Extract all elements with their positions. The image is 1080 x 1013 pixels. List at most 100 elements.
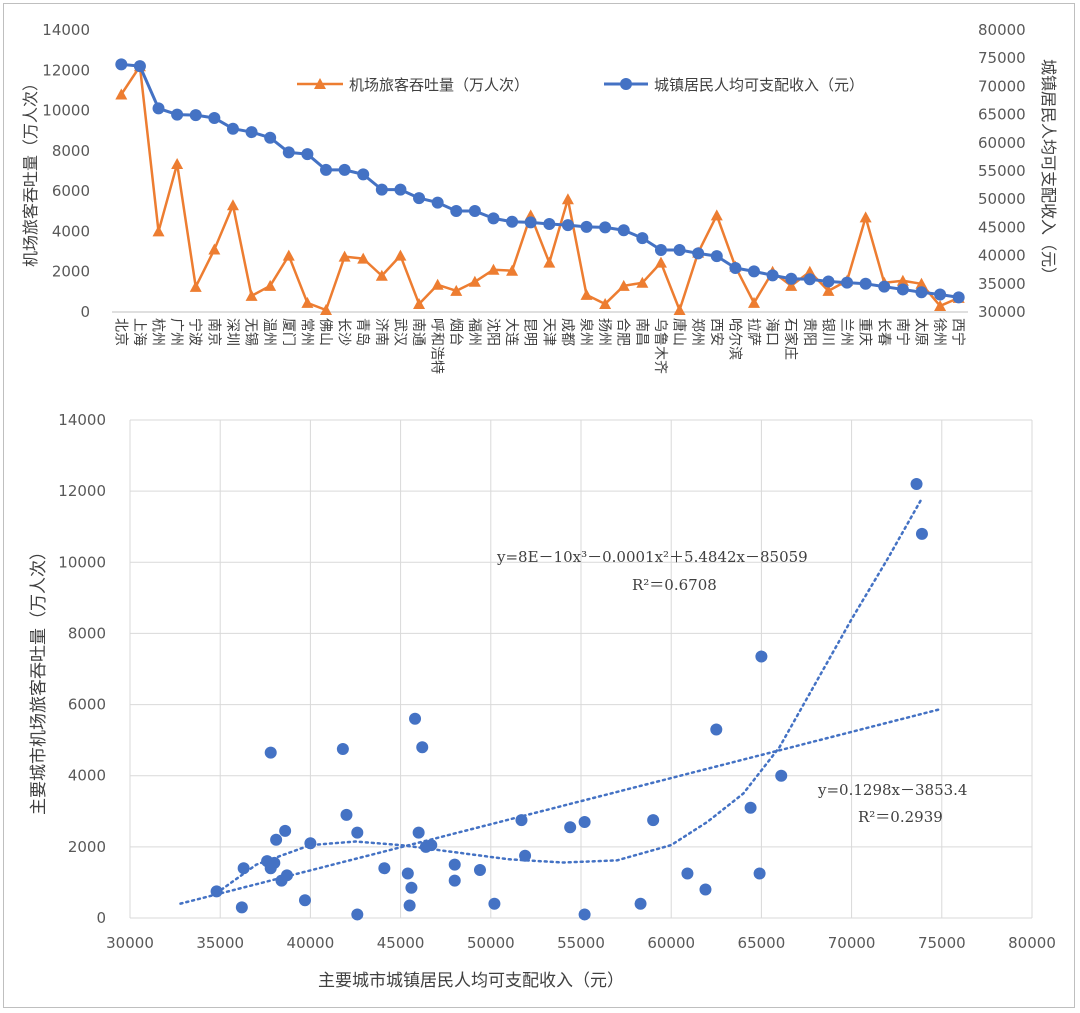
y-tick-label: 8000 [68, 624, 106, 642]
scatter-point [425, 839, 438, 852]
scatter-point [340, 808, 353, 821]
series-point-2 [171, 108, 184, 121]
series-point-1 [450, 284, 463, 296]
x-tick-label: 50000 [467, 934, 515, 952]
series-point-2 [952, 291, 965, 304]
line-chart-top: 0 2000 4000 6000 8000 10000 12000 14000 30000 350… [21, 21, 1058, 374]
trendline-polynomial-r2: R²＝0.6708 [632, 576, 717, 594]
y-axis-label: 主要城市机场旅客吞吐量（万人次） [29, 543, 49, 815]
scatter-point [378, 862, 391, 875]
y-tick-right: 35000 [978, 275, 1026, 293]
series-point-2 [152, 102, 165, 115]
trendline-polynomial [215, 497, 924, 895]
category-label: 昆明 [522, 318, 538, 346]
category-label: 合肥 [615, 318, 631, 346]
scatter-point [473, 863, 486, 876]
y-tick-label: 12000 [58, 482, 106, 500]
scatter-point [634, 897, 647, 910]
scatter-point [755, 650, 768, 663]
category-label: 深圳 [224, 318, 240, 346]
y-tick-label: 0 [96, 909, 106, 927]
scatter-point [578, 908, 591, 921]
scatter-point [412, 826, 425, 839]
y-tick-label: 14000 [58, 411, 106, 429]
series-point-2 [487, 212, 500, 225]
series-point-1 [934, 299, 947, 311]
scatter-point [403, 899, 416, 912]
series-point-2 [841, 276, 854, 289]
category-label: 太原 [912, 318, 928, 346]
scatter-point [270, 833, 283, 846]
scatter-point [515, 814, 528, 827]
y-tick-left: 14000 [42, 21, 90, 39]
series-point-2 [357, 168, 370, 181]
scatter-point [298, 894, 311, 907]
y-tick-label: 4000 [68, 767, 106, 785]
category-label: 南通 [410, 318, 426, 346]
scatter-point [448, 858, 461, 871]
series-point-1 [822, 284, 835, 296]
y-tick-label: 2000 [68, 838, 106, 856]
series-point-2 [450, 205, 463, 218]
x-tick-label: 65000 [738, 934, 786, 952]
series-point-2 [748, 265, 760, 278]
series-point-2 [245, 126, 258, 139]
category-label: 南昌 [633, 318, 649, 346]
series-point-2 [394, 183, 407, 196]
series-point-2 [803, 273, 816, 286]
series-point-1 [599, 297, 612, 309]
trendline-polynomial-equation: y=8E－10x³－0.0001x²＋5.4842x－85059 [496, 548, 808, 566]
series-point-2 [785, 272, 798, 285]
legend-marker-2 [620, 78, 632, 90]
scatter-point [351, 826, 364, 839]
series-line-2 [121, 62, 959, 299]
scatter-point [304, 837, 317, 850]
series-point-2 [320, 163, 332, 176]
category-label: 佛山 [317, 318, 333, 346]
series-point-1 [375, 269, 388, 281]
series-point-1 [561, 193, 574, 205]
x-tick-label: 30000 [106, 934, 154, 952]
series-point-2 [599, 221, 612, 234]
scatter-point [910, 478, 923, 491]
scatter-point [401, 867, 414, 880]
category-label: 长春 [875, 318, 891, 346]
category-label: 银川 [819, 318, 835, 346]
category-label: 呼和浩特 [429, 318, 445, 374]
scatter-point [915, 527, 928, 540]
series-point-2 [710, 250, 723, 263]
category-label: 石家庄 [782, 318, 799, 360]
y-tick-right: 80000 [978, 21, 1026, 39]
series-point-2 [673, 243, 686, 256]
scatter-point [681, 867, 694, 880]
scatter-point [405, 881, 418, 894]
y-tick-left: 6000 [52, 182, 90, 200]
category-label: 西宁 [950, 318, 967, 346]
series-point-2 [282, 146, 295, 159]
scatter-point [280, 869, 293, 882]
y-tick-left: 0 [80, 303, 90, 321]
y-tick-right: 75000 [978, 49, 1026, 67]
trendline-linear [179, 707, 944, 905]
series-point-1 [673, 303, 686, 315]
series-point-2 [301, 148, 314, 161]
x-tick-label: 60000 [647, 934, 695, 952]
series-point-2 [264, 131, 277, 144]
x-tick-label: 35000 [196, 934, 244, 952]
category-label: 郑州 [689, 318, 705, 346]
scatter-point [416, 741, 429, 754]
series-point-2 [543, 218, 556, 231]
y-tick-label: 10000 [58, 553, 106, 571]
legend-marker-1 [314, 78, 326, 89]
category-label: 杭州 [150, 318, 166, 346]
series-point-1 [320, 303, 332, 315]
series-point-2 [431, 196, 444, 209]
y-tick-right: 50000 [978, 190, 1026, 208]
series-point-1 [226, 199, 239, 211]
series-point-2 [133, 60, 146, 73]
series-point-2 [561, 219, 574, 232]
x-tick-label: 70000 [828, 934, 876, 952]
series-point-2 [413, 192, 426, 205]
series-point-2 [468, 205, 481, 218]
series-point-2 [654, 243, 667, 256]
